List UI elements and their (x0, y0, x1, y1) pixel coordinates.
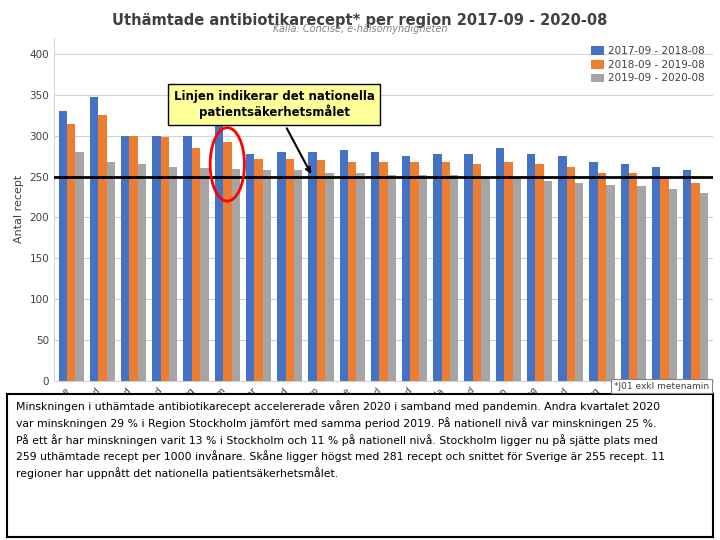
Bar (58, 111, 67, 381)
Bar (575, 183, 583, 381)
Bar (340, 151, 348, 381)
Bar (277, 152, 286, 381)
Text: Uthämtade antibiotikarecept* per region 2017-09 - 2020-08: Uthämtade antibiotikarecept* per region … (112, 14, 608, 29)
Bar (589, 162, 598, 381)
Text: Källa: Concise, e-hälsomyndigheten: Källa: Concise, e-hälsomyndigheten (273, 24, 447, 35)
Bar (98, 114, 107, 381)
Bar (495, 148, 504, 381)
Text: *J01 exkl metenamin: *J01 exkl metenamin (614, 382, 709, 391)
Bar (223, 143, 232, 381)
Bar (121, 136, 130, 381)
Bar (660, 178, 669, 381)
Bar (450, 175, 459, 381)
Bar (598, 172, 606, 381)
Bar (419, 175, 427, 381)
Bar (107, 162, 115, 381)
Bar (558, 156, 567, 381)
Bar (637, 186, 646, 381)
Bar (504, 162, 513, 381)
Bar (387, 175, 396, 381)
Bar (246, 154, 254, 381)
Bar (130, 136, 138, 381)
Bar (192, 148, 200, 381)
Bar (527, 154, 535, 381)
Bar (286, 159, 294, 381)
Y-axis label: Antal recept: Antal recept (14, 175, 24, 244)
Bar (152, 136, 161, 381)
Bar (90, 97, 98, 381)
Bar (67, 124, 76, 381)
Bar (317, 160, 325, 381)
Bar (308, 152, 317, 381)
Bar (481, 177, 490, 381)
Bar (356, 172, 365, 381)
Bar (161, 137, 169, 381)
Bar (535, 164, 544, 381)
Bar (184, 136, 192, 381)
Bar (621, 164, 629, 381)
Bar (325, 172, 333, 381)
Bar (567, 167, 575, 381)
Bar (433, 154, 441, 381)
Legend: 2017-09 - 2018-08, 2018-09 - 2019-08, 2019-09 - 2020-08: 2017-09 - 2018-08, 2018-09 - 2019-08, 20… (588, 43, 708, 86)
Bar (169, 167, 178, 381)
Bar (294, 170, 302, 381)
Bar (371, 152, 379, 381)
Bar (652, 167, 660, 381)
Text: Minskningen i uthämtade antibiotikarecept accelererade våren 2020 i samband med : Minskningen i uthämtade antibiotikarecep… (16, 400, 665, 480)
Bar (76, 152, 84, 381)
Bar (379, 162, 387, 381)
Bar (629, 172, 637, 381)
Bar (402, 156, 410, 381)
Bar (263, 170, 271, 381)
Bar (683, 170, 691, 381)
Bar (348, 162, 356, 381)
Bar (441, 162, 450, 381)
Bar (138, 164, 146, 381)
Bar (691, 183, 700, 381)
Bar (700, 193, 708, 381)
Bar (232, 169, 240, 381)
Bar (544, 181, 552, 381)
Text: Linjen indikerar det nationella
patientsäkerhetsmålet: Linjen indikerar det nationella patients… (174, 90, 374, 172)
Bar (215, 118, 223, 381)
Bar (200, 168, 209, 381)
Bar (669, 189, 677, 381)
Bar (254, 159, 263, 381)
Bar (513, 178, 521, 381)
Bar (606, 185, 615, 381)
Bar (473, 164, 481, 381)
Bar (464, 154, 473, 381)
Bar (410, 162, 419, 381)
